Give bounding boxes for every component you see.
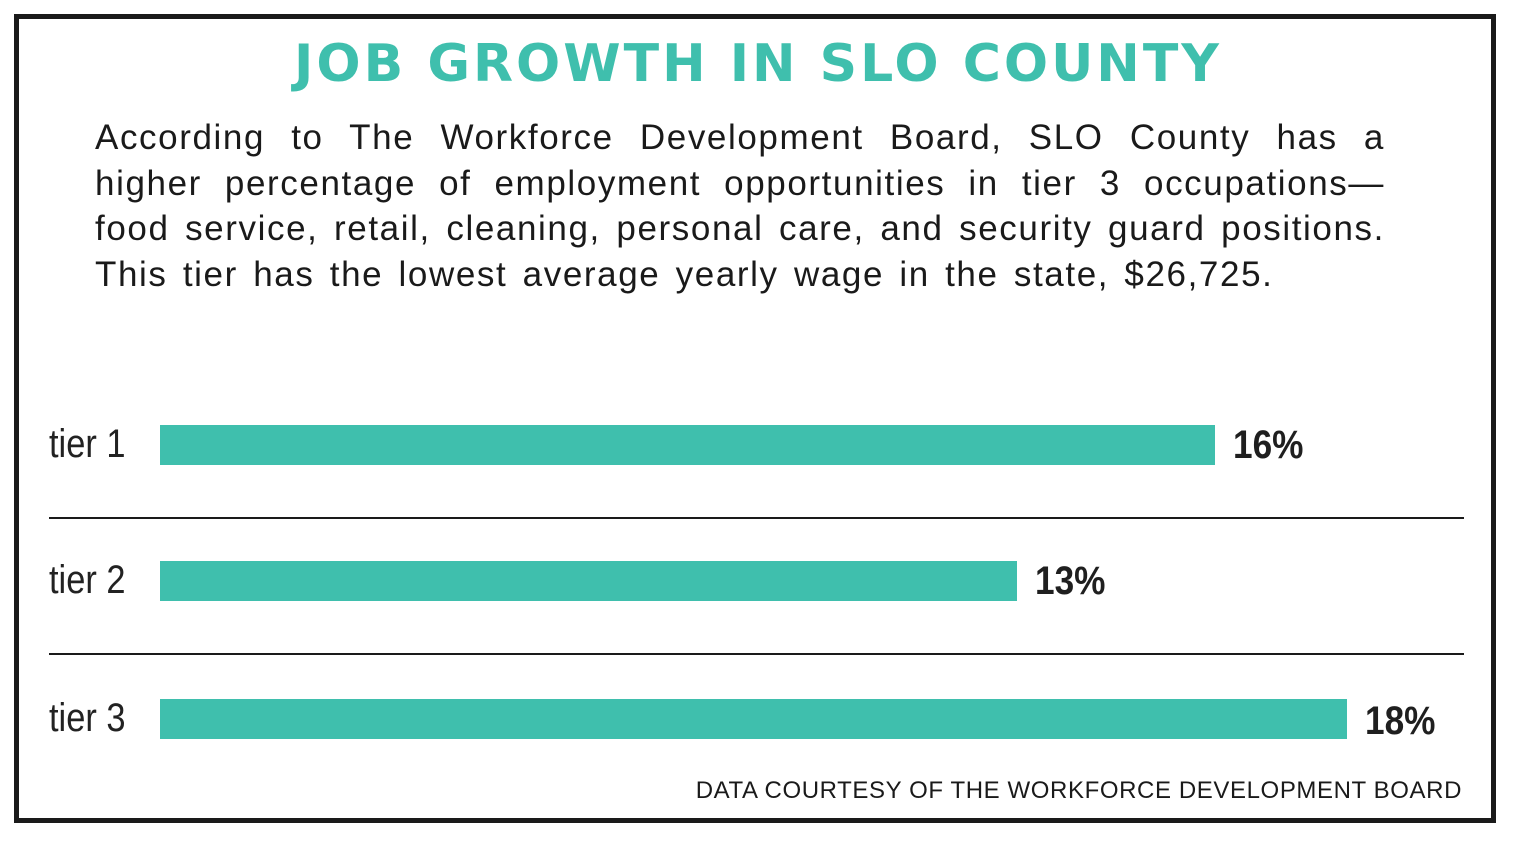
row-divider — [49, 517, 1464, 519]
category-label: tier 1 — [49, 422, 126, 466]
bar-tier-1 — [160, 425, 1215, 465]
row-divider — [49, 653, 1464, 655]
chart-frame — [14, 14, 1496, 823]
value-label: 18% — [1365, 699, 1436, 743]
chart-title: JOB GROWTH IN SLO COUNTY — [294, 34, 1222, 94]
bar-tier-3 — [160, 699, 1347, 739]
bar-tier-2 — [160, 561, 1017, 601]
data-source-note: DATA COURTESY OF THE WORKFORCE DEVELOPME… — [695, 777, 1462, 804]
category-label: tier 3 — [49, 696, 126, 740]
chart-description: According to The Workforce Development B… — [95, 118, 1385, 294]
value-label: 13% — [1035, 559, 1106, 603]
category-label: tier 2 — [49, 558, 126, 602]
value-label: 16% — [1233, 423, 1304, 467]
